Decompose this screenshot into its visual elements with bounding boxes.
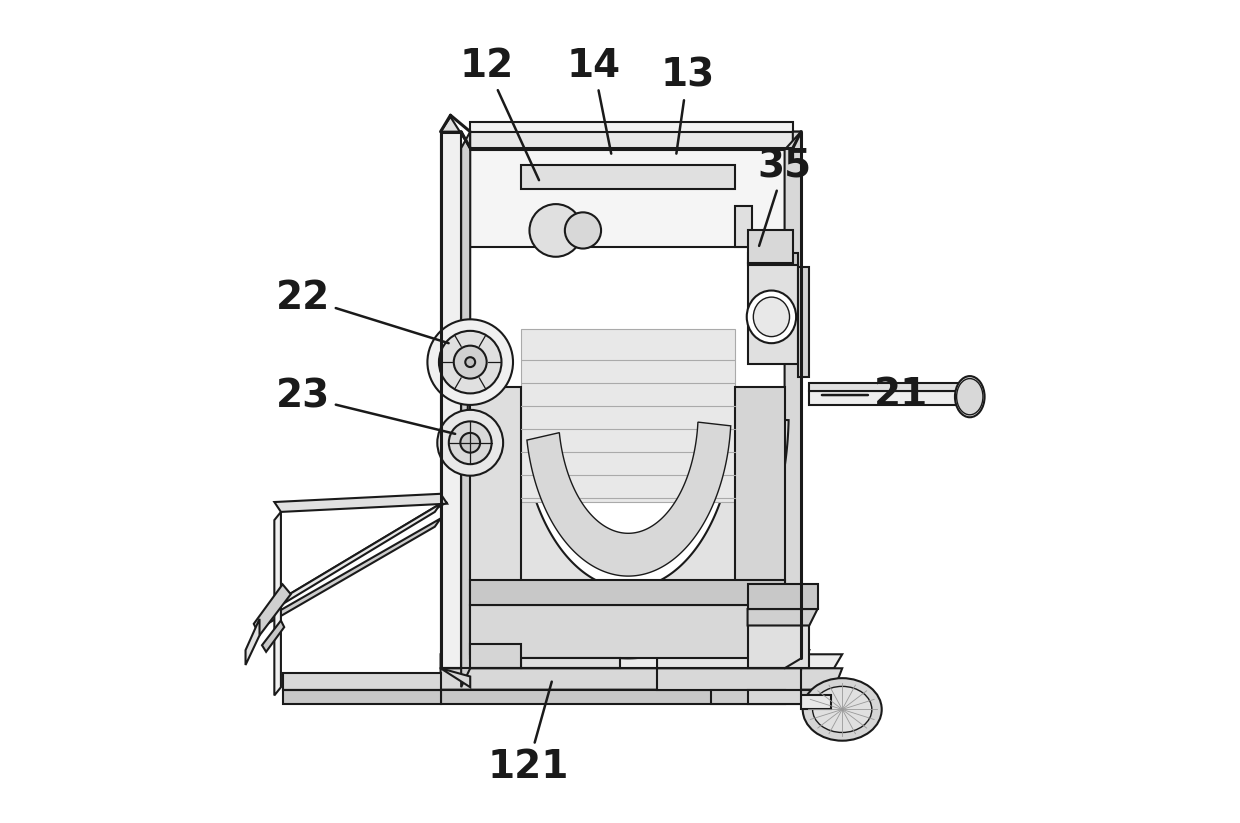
Ellipse shape [956, 379, 983, 415]
Polygon shape [440, 132, 461, 668]
Polygon shape [274, 494, 448, 512]
Polygon shape [527, 422, 730, 576]
Polygon shape [467, 390, 789, 658]
Polygon shape [801, 695, 831, 709]
Polygon shape [264, 518, 440, 625]
Polygon shape [283, 673, 440, 690]
Circle shape [465, 357, 475, 367]
Polygon shape [440, 668, 470, 687]
Circle shape [460, 433, 480, 453]
Text: 35: 35 [758, 147, 812, 246]
Text: 13: 13 [661, 57, 714, 154]
Polygon shape [749, 230, 792, 263]
Polygon shape [657, 650, 810, 668]
Polygon shape [735, 206, 751, 247]
Polygon shape [246, 619, 259, 665]
Polygon shape [440, 654, 842, 668]
Polygon shape [711, 690, 785, 704]
Polygon shape [283, 690, 440, 704]
Ellipse shape [746, 291, 796, 343]
Polygon shape [797, 267, 810, 377]
Circle shape [529, 204, 582, 257]
Polygon shape [470, 122, 792, 132]
Polygon shape [735, 387, 785, 654]
Text: 121: 121 [487, 681, 568, 786]
Polygon shape [470, 580, 785, 605]
Polygon shape [521, 658, 620, 668]
Polygon shape [279, 502, 448, 601]
Polygon shape [254, 584, 291, 635]
Text: 22: 22 [277, 279, 449, 343]
Polygon shape [440, 117, 470, 148]
Polygon shape [810, 391, 966, 405]
Polygon shape [470, 605, 785, 658]
Polygon shape [521, 165, 735, 189]
Polygon shape [440, 668, 842, 690]
Polygon shape [262, 621, 284, 652]
Polygon shape [470, 132, 801, 150]
Polygon shape [657, 668, 801, 690]
Ellipse shape [955, 376, 985, 417]
Circle shape [428, 319, 513, 405]
Circle shape [565, 212, 601, 249]
Ellipse shape [754, 297, 790, 337]
Polygon shape [810, 383, 966, 391]
Polygon shape [749, 253, 797, 265]
Circle shape [438, 410, 503, 476]
Text: 23: 23 [277, 378, 455, 434]
Text: 21: 21 [822, 376, 928, 414]
Polygon shape [470, 387, 521, 654]
Polygon shape [521, 329, 735, 502]
Ellipse shape [812, 686, 872, 732]
Polygon shape [748, 584, 817, 609]
Text: 14: 14 [567, 47, 621, 154]
Polygon shape [274, 504, 440, 609]
Polygon shape [274, 512, 281, 695]
Polygon shape [748, 625, 810, 668]
Text: 12: 12 [460, 47, 539, 180]
Polygon shape [440, 690, 835, 704]
Polygon shape [749, 263, 797, 364]
Ellipse shape [802, 678, 882, 741]
Polygon shape [785, 132, 801, 671]
Polygon shape [792, 132, 801, 165]
Polygon shape [470, 644, 521, 668]
Circle shape [454, 346, 486, 379]
Polygon shape [748, 609, 817, 625]
Circle shape [449, 421, 491, 464]
Circle shape [439, 331, 501, 393]
Polygon shape [461, 132, 470, 687]
Polygon shape [470, 150, 785, 247]
Polygon shape [749, 690, 801, 704]
